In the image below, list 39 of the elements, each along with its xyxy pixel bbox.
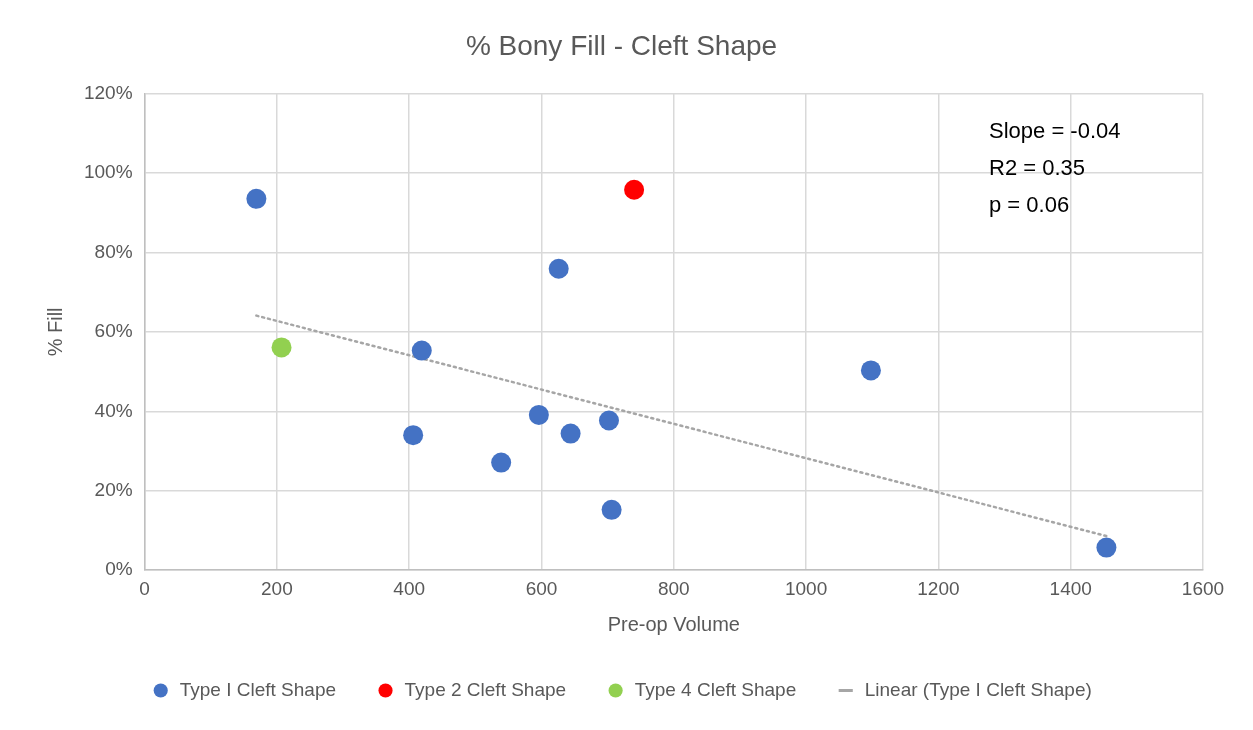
y-tick-label: 0% bbox=[105, 558, 133, 580]
annotation: R2 = 0.35 bbox=[989, 154, 1086, 180]
x-tick-label: 1200 bbox=[917, 577, 960, 599]
x-tick-label: 600 bbox=[525, 577, 558, 599]
point bbox=[271, 337, 292, 358]
legend-label: Type 4 Cleft Shape bbox=[634, 678, 797, 700]
x-tick-label: 0 bbox=[139, 577, 150, 599]
point bbox=[246, 188, 267, 209]
point bbox=[548, 258, 569, 279]
y-tick-label: 20% bbox=[94, 479, 133, 500]
legend-label: Type I Cleft Shape bbox=[179, 678, 337, 700]
y-tick-label: 80% bbox=[94, 240, 133, 262]
point bbox=[601, 499, 622, 520]
x-tick-label: 1600 bbox=[1181, 577, 1225, 599]
point bbox=[860, 360, 881, 381]
x-tick-label: 200 bbox=[261, 577, 293, 599]
point bbox=[411, 340, 432, 361]
point bbox=[528, 404, 549, 425]
y-tick-label: 40% bbox=[94, 399, 133, 421]
y-tick-label: 60% bbox=[94, 320, 133, 342]
legend-label: Linear (Type I Cleft Shape) bbox=[864, 678, 1092, 700]
y-tick-label: 120% bbox=[83, 81, 133, 103]
annotation: Slope = -0.04 bbox=[989, 117, 1121, 143]
chart-title: % Bony Fill - Cleft Shape bbox=[465, 29, 778, 61]
x-tick-label: 800 bbox=[657, 577, 690, 599]
y-axis-title: % Fill bbox=[43, 307, 66, 357]
point bbox=[403, 425, 424, 446]
legend-label: Type 2 Cleft Shape bbox=[404, 678, 567, 700]
x-axis-title: Pre-op Volume bbox=[607, 612, 740, 635]
x-tick-label: 400 bbox=[393, 577, 426, 599]
annotation: p = 0.06 bbox=[989, 191, 1070, 217]
y-tick-label: 100% bbox=[83, 161, 133, 183]
x-tick-label: 1400 bbox=[1049, 577, 1092, 599]
point bbox=[560, 423, 581, 444]
point bbox=[491, 452, 512, 473]
x-tick-label: 1000 bbox=[784, 577, 828, 599]
point bbox=[598, 410, 619, 431]
point bbox=[624, 179, 645, 200]
point bbox=[1096, 537, 1117, 558]
